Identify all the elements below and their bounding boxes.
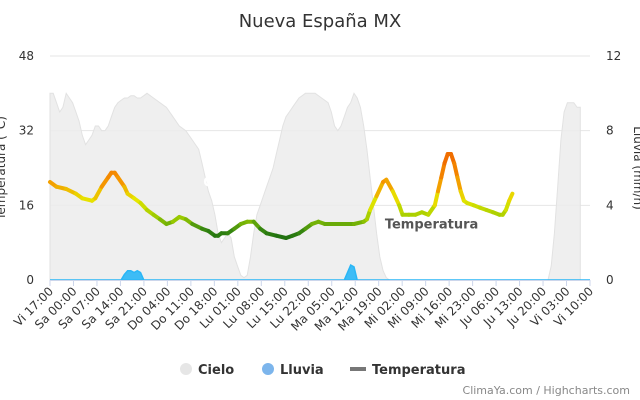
temperature-segment (384, 177, 395, 194)
y-left-tick-label: 16 (19, 198, 34, 212)
legend-item-lluvia[interactable]: Lluvia (262, 363, 324, 378)
series-cielo-area (49, 92, 581, 281)
series-temperatura-line (48, 152, 515, 240)
y-right-tick-label: 8 (606, 124, 614, 138)
y-left-tick-label: 32 (19, 124, 34, 138)
temperature-segment (432, 189, 440, 208)
temperature-segment (455, 175, 463, 194)
temperature-segment (93, 184, 104, 201)
y-left-tick-label: 0 (26, 273, 34, 287)
legend-label: Cielo (198, 363, 234, 378)
y-right-tick-label: 12 (606, 49, 621, 63)
y-left-tick-label: 48 (19, 49, 34, 63)
temperature-segment (436, 175, 444, 194)
series-lluvia-area (50, 264, 590, 281)
y-left-axis-title: Temperatura (°C) (0, 116, 8, 221)
legend-symbol (350, 367, 366, 371)
legend[interactable]: Cielo Lluvia Temperatura (180, 363, 465, 378)
legend-item-temperatura[interactable]: Temperatura (350, 363, 465, 378)
series-labels: Cielo Temperatura (203, 176, 480, 235)
chart-title: Nueva España MX (239, 11, 402, 32)
y-right-tick-label: 4 (606, 198, 614, 212)
temperature-segment (507, 191, 515, 203)
plot-area (48, 92, 590, 281)
credits[interactable]: ClimaYa.com / Highcharts.com (463, 384, 630, 397)
legend-symbol (262, 363, 274, 375)
temperature-segment (452, 161, 460, 180)
legend-label: Temperatura (372, 363, 465, 378)
temperature-segment (390, 189, 402, 208)
series-label-cielo: Cielo (203, 176, 239, 191)
temperature-segment (368, 194, 379, 212)
series-label-temperatura: Temperatura (385, 218, 478, 233)
legend-item-cielo[interactable]: Cielo (180, 363, 234, 378)
legend-symbol (180, 363, 192, 375)
legend-label: Lluvia (280, 363, 324, 378)
temperature-segment (439, 161, 447, 180)
y-right-tick-label: 0 (606, 273, 614, 287)
y-right-axis-title: Lluvia (mm/h) (631, 126, 640, 210)
temperature-segment (374, 180, 386, 198)
